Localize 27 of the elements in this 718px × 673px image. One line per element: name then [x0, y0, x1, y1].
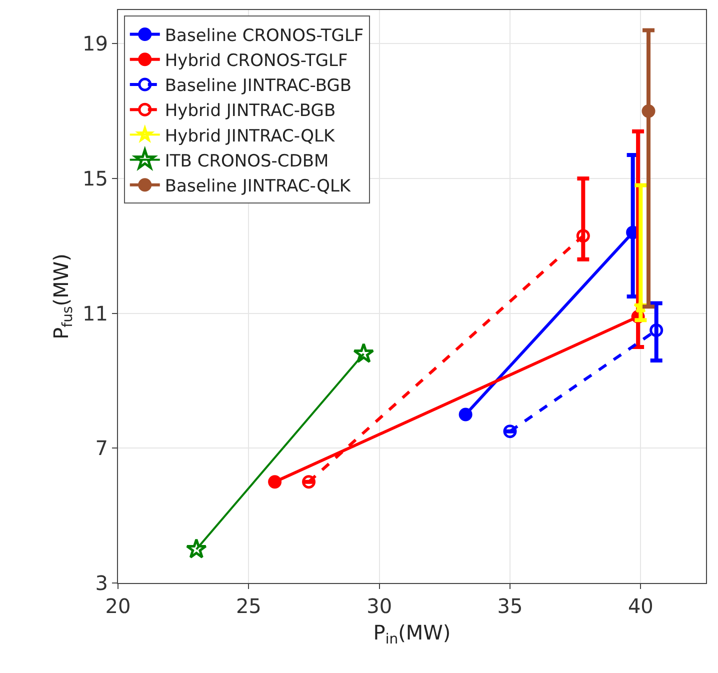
x-tick-label: 35: [497, 594, 523, 618]
legend-label: Baseline JINTRAC-BGB: [164, 76, 352, 96]
legend-label: Baseline JINTRAC-QLK: [164, 176, 352, 197]
y-tick-label: 11: [82, 301, 108, 326]
x-axis-title: P$_{in}$(MW): [373, 620, 451, 648]
y-tick-label: 15: [82, 166, 108, 191]
point: [268, 475, 282, 489]
point: [642, 104, 656, 118]
y-tick-label: 7: [95, 436, 108, 460]
point: [650, 323, 664, 337]
point: [576, 229, 590, 243]
point: [503, 424, 517, 438]
legend-label: Hybrid CRONOS-TGLF: [164, 51, 348, 72]
point: [186, 538, 207, 558]
y-tick-label: 3: [95, 571, 108, 595]
legend-label: Hybrid JINTRAC-QLK: [164, 126, 336, 146]
point: [353, 342, 374, 363]
legend-label: Hybrid JINTRAC-BGB: [164, 101, 336, 122]
point: [302, 475, 316, 489]
legend-label: ITB CRONOS-CDBM: [164, 151, 329, 172]
point: [458, 408, 472, 422]
x-tick-label: 25: [236, 594, 262, 618]
legend-label: Baseline CRONOS-TGLF: [164, 26, 364, 46]
y-tick-label: 19: [82, 32, 108, 56]
x-tick-label: 30: [366, 594, 392, 618]
x-tick-label: 40: [628, 594, 654, 618]
x-tick-label: 20: [105, 594, 131, 618]
